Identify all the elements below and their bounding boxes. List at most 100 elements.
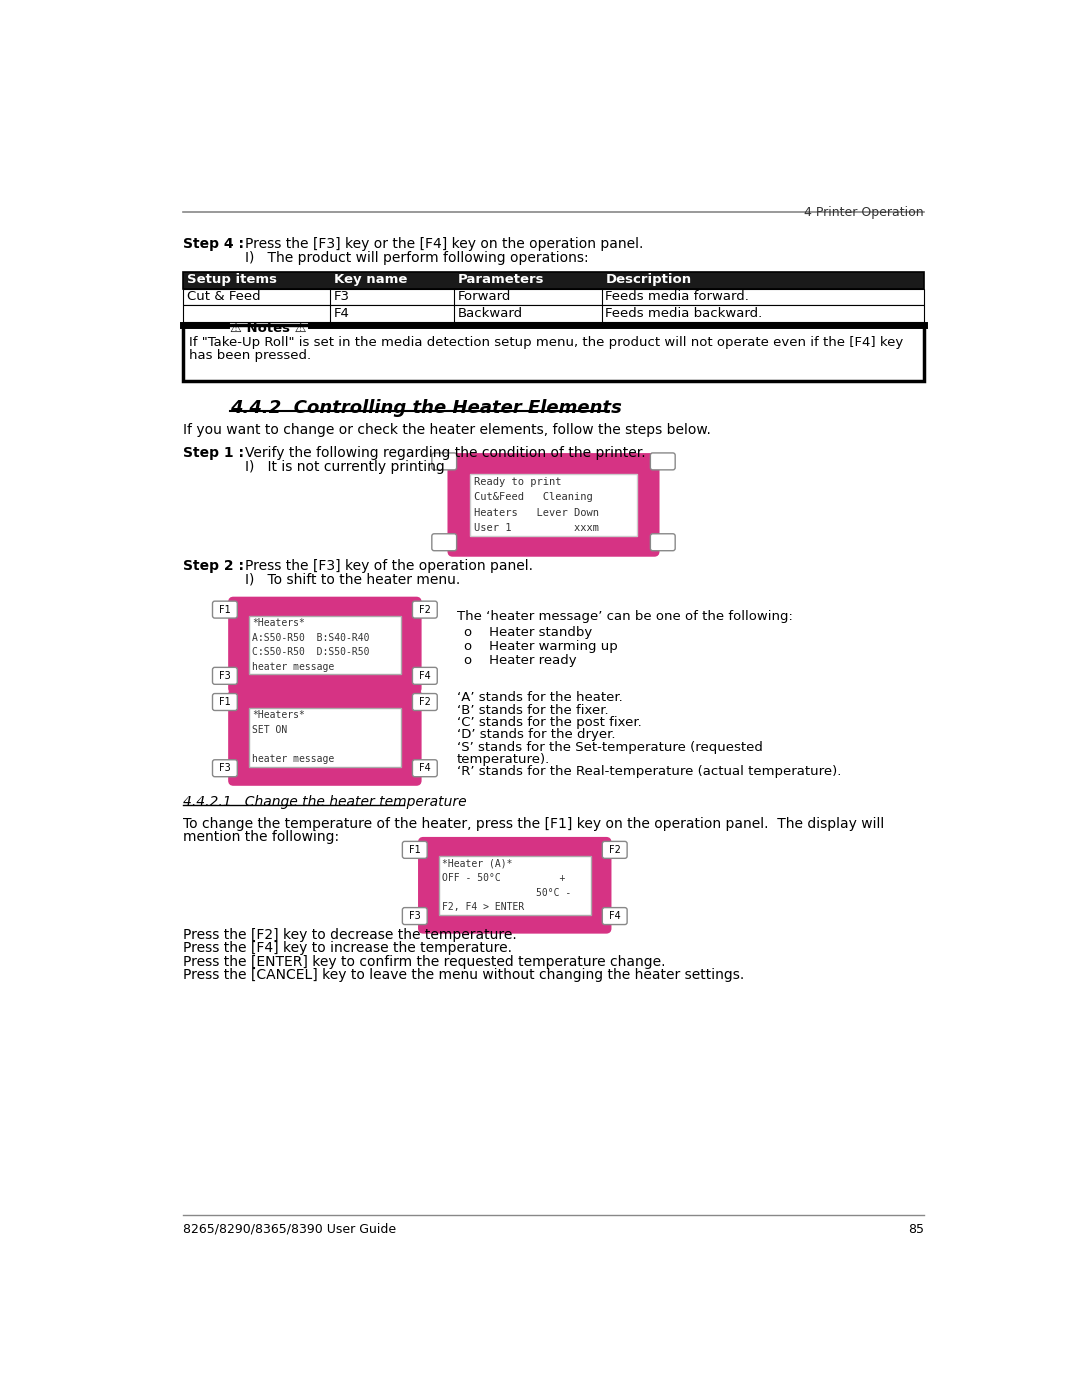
Text: SET ON: SET ON [252,725,287,735]
Text: ‘C’ stands for the post fixer.: ‘C’ stands for the post fixer. [457,715,642,729]
Text: Press the [CANCEL] key to leave the menu without changing the heater settings.: Press the [CANCEL] key to leave the menu… [183,968,744,982]
Bar [248,708,401,767]
Text: *Heaters*: *Heaters* [252,711,305,721]
Text: C:S50-R50  D:S50-R50: C:S50-R50 D:S50-R50 [252,647,369,658]
Bar [438,856,591,915]
Text: Press the [F4] key to increase the temperature.: Press the [F4] key to increase the tempe… [183,942,512,956]
Text: F4: F4 [419,763,431,774]
Text: Parameters: Parameters [458,274,544,286]
Text: F3: F3 [219,763,231,774]
Text: F1: F1 [219,605,231,615]
FancyBboxPatch shape [603,841,627,858]
FancyBboxPatch shape [230,598,420,692]
Text: o    Heater standby: o Heater standby [464,626,593,638]
Bar [183,306,924,323]
FancyBboxPatch shape [413,693,437,711]
Bar [470,474,637,536]
Bar [183,289,924,306]
Text: F2, F4 > ENTER: F2, F4 > ENTER [442,902,524,912]
Text: ⚠ Notes ⚠: ⚠ Notes ⚠ [230,321,306,335]
FancyBboxPatch shape [419,838,610,932]
Text: A:S50-R50  B:S40-R40: A:S50-R50 B:S40-R40 [252,633,369,643]
Text: User 1          xxxm: User 1 xxxm [474,524,598,534]
Text: Heaters   Lever Down: Heaters Lever Down [474,507,598,518]
Text: 8265/8290/8365/8390 User Guide: 8265/8290/8365/8390 User Guide [183,1222,396,1235]
Text: F2: F2 [609,845,621,855]
Text: o    Heater warming up: o Heater warming up [464,640,618,652]
FancyBboxPatch shape [213,693,238,711]
Text: mention the following:: mention the following: [183,830,339,844]
Text: *Heaters*: *Heaters* [252,617,305,629]
Bar [183,271,924,289]
Text: F1: F1 [219,697,231,707]
Text: F3: F3 [334,291,350,303]
Text: If you want to change or check the heater elements, follow the steps below.: If you want to change or check the heate… [183,423,711,437]
Text: Step 2 :: Step 2 : [183,559,244,573]
FancyBboxPatch shape [413,601,437,617]
Text: If "Take-Up Roll" is set in the media detection setup menu, the product will not: If "Take-Up Roll" is set in the media de… [189,337,904,349]
FancyBboxPatch shape [432,534,457,550]
FancyBboxPatch shape [603,908,627,925]
Text: Step 4 :: Step 4 : [183,237,244,251]
FancyBboxPatch shape [449,454,658,556]
Text: I)   It is not currently printing: I) It is not currently printing [245,460,445,474]
Text: ‘A’ stands for the heater.: ‘A’ stands for the heater. [457,692,622,704]
Text: temperature).: temperature). [457,753,550,766]
FancyBboxPatch shape [413,668,437,685]
Text: Key name: Key name [334,274,407,286]
Text: Setup items: Setup items [187,274,276,286]
Text: F3: F3 [219,671,231,680]
Text: Description: Description [606,274,691,286]
Text: OFF - 50°C          +: OFF - 50°C + [442,873,565,883]
Text: 4.4.2  Controlling the Heater Elements: 4.4.2 Controlling the Heater Elements [230,398,621,416]
FancyBboxPatch shape [413,760,437,777]
Text: heater message: heater message [252,754,335,764]
Text: F4: F4 [334,307,350,320]
Text: ‘D’ stands for the dryer.: ‘D’ stands for the dryer. [457,728,616,742]
Text: Press the [F3] key or the [F4] key on the operation panel.: Press the [F3] key or the [F4] key on th… [245,237,644,251]
FancyBboxPatch shape [403,908,428,925]
Bar [183,326,924,381]
FancyBboxPatch shape [213,601,238,617]
Text: ‘S’ stands for the Set-temperature (requested: ‘S’ stands for the Set-temperature (requ… [457,740,762,753]
Text: *Heater (A)*: *Heater (A)* [442,858,512,869]
Text: 4 Printer Operation: 4 Printer Operation [805,207,924,219]
Bar [248,616,401,675]
FancyBboxPatch shape [650,534,675,550]
Text: Step 1 :: Step 1 : [183,447,244,461]
Text: Verify the following regarding the condition of the printer.: Verify the following regarding the condi… [245,447,646,461]
FancyBboxPatch shape [230,690,420,784]
Text: The ‘heater message’ can be one of the following:: The ‘heater message’ can be one of the f… [457,610,793,623]
FancyBboxPatch shape [403,841,428,858]
Text: Cut&Feed   Cleaning: Cut&Feed Cleaning [474,492,593,502]
Text: Ready to print: Ready to print [474,476,562,486]
Text: Press the [F3] key of the operation panel.: Press the [F3] key of the operation pane… [245,559,534,573]
Text: Press the [F2] key to decrease the temperature.: Press the [F2] key to decrease the tempe… [183,929,517,943]
Text: I)   To shift to the heater menu.: I) To shift to the heater menu. [245,573,460,587]
FancyBboxPatch shape [432,453,457,469]
FancyBboxPatch shape [213,760,238,777]
Text: F2: F2 [419,605,431,615]
Text: heater message: heater message [252,662,335,672]
Text: Forward: Forward [458,291,512,303]
Text: F3: F3 [409,911,420,921]
Text: F4: F4 [609,911,621,921]
Text: To change the temperature of the heater, press the [F1] key on the operation pan: To change the temperature of the heater,… [183,817,885,831]
Text: ‘R’ stands for the Real-temperature (actual temperature).: ‘R’ stands for the Real-temperature (act… [457,766,841,778]
Text: o    Heater ready: o Heater ready [464,654,577,666]
Text: ‘B’ stands for the fixer.: ‘B’ stands for the fixer. [457,704,608,717]
Text: I)   The product will perform following operations:: I) The product will perform following op… [245,251,589,265]
Text: Feeds media backward.: Feeds media backward. [606,307,762,320]
Text: 50°C -: 50°C - [442,887,571,898]
Text: Cut & Feed: Cut & Feed [187,291,260,303]
Text: 85: 85 [908,1222,924,1235]
Text: F2: F2 [419,697,431,707]
Text: F1: F1 [409,845,420,855]
Text: Press the [ENTER] key to confirm the requested temperature change.: Press the [ENTER] key to confirm the req… [183,954,665,968]
Text: 4.4.2.1   Change the heater temperature: 4.4.2.1 Change the heater temperature [183,795,467,809]
FancyBboxPatch shape [650,453,675,469]
Text: Feeds media forward.: Feeds media forward. [606,291,750,303]
Text: has been pressed.: has been pressed. [189,349,311,362]
Text: Backward: Backward [458,307,524,320]
FancyBboxPatch shape [213,668,238,685]
